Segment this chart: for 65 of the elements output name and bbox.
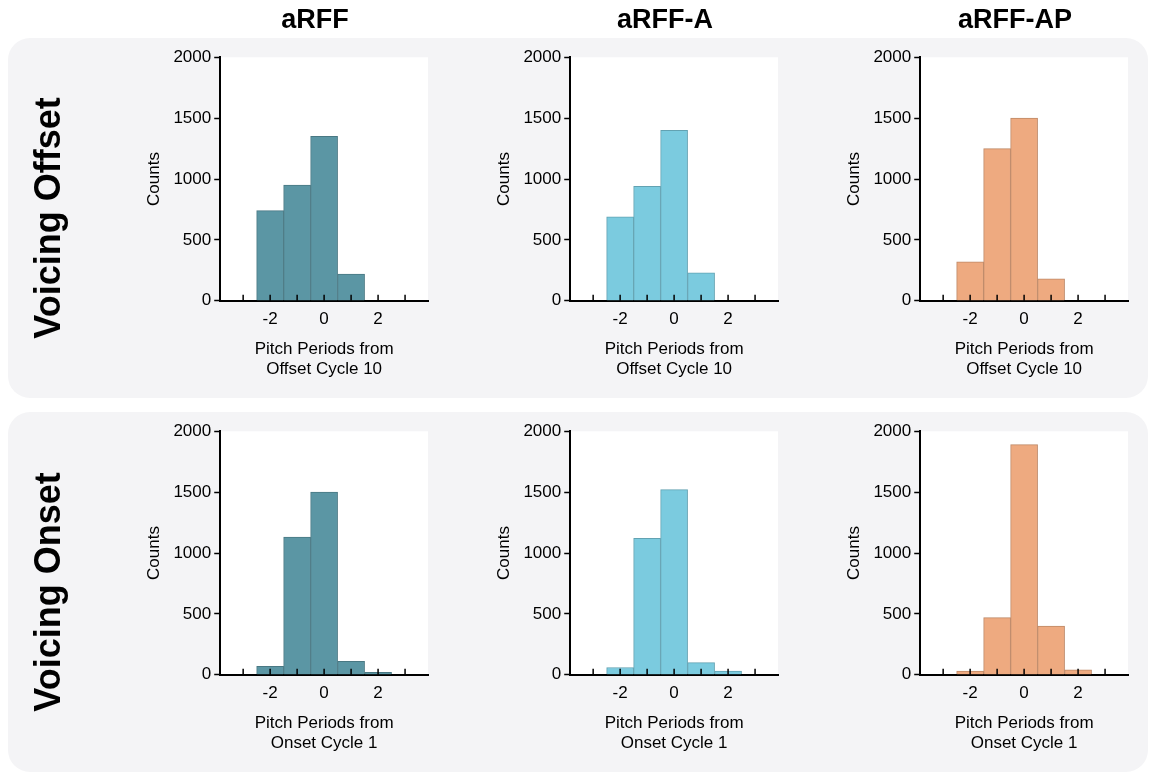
x-tick-label: 0 (319, 682, 329, 702)
y-tick-label: 0 (201, 290, 212, 310)
x-axis-title: Pitch Periods from Onset Cycle 1 (254, 713, 394, 753)
y-tick-label: 1000 (523, 168, 562, 188)
y-axis-title: Counts (843, 526, 863, 580)
x-tick-label: -2 (962, 682, 978, 702)
x-axis-title: Pitch Periods from Offset Cycle 10 (954, 339, 1094, 379)
y-tick-label: 0 (901, 290, 912, 310)
y-tick-label: 0 (901, 664, 912, 684)
chart-title: aRFF-A (616, 3, 714, 36)
x-axis-title: Pitch Periods from Offset Cycle 10 (254, 339, 394, 379)
x-axis-title: Pitch Periods from Onset Cycle 1 (604, 713, 744, 753)
x-axis-title: Pitch Periods from Offset Cycle 10 (604, 339, 744, 379)
text: Voicing Onset (27, 472, 68, 712)
x-tick-label: -2 (262, 308, 278, 328)
chart-title: aRFF (280, 3, 350, 36)
x-axis-title: Pitch Periods from Onset Cycle 1 (954, 713, 1094, 753)
y-tick-label: 500 (532, 603, 562, 623)
y-tick-label: 2000 (523, 420, 562, 440)
y-axis-title: Counts (143, 152, 163, 206)
y-tick-label: 2000 (173, 46, 212, 66)
x-tick-label: 0 (1019, 682, 1029, 702)
x-tick-label: -2 (612, 682, 628, 702)
y-tick-label: 1500 (873, 481, 912, 501)
x-tick-label: -2 (962, 308, 978, 328)
x-tick-label: -2 (262, 682, 278, 702)
text: Voicing Offset (27, 97, 69, 339)
y-tick-label: 0 (551, 664, 562, 684)
x-tick-label: 0 (319, 308, 329, 328)
y-tick-label: 1500 (173, 107, 212, 127)
y-tick-label: 1000 (173, 542, 212, 562)
y-tick-label: 1500 (873, 107, 912, 127)
y-tick-label: 500 (882, 229, 912, 249)
x-tick-label: 0 (669, 682, 679, 702)
y-tick-label: 2000 (873, 420, 912, 440)
x-tick-label: 0 (669, 308, 679, 328)
chart-title: aRFF-AP (957, 3, 1073, 36)
y-tick-label: 2000 (873, 46, 912, 66)
y-tick-label: 1000 (873, 168, 912, 188)
y-tick-label: 500 (532, 229, 562, 249)
x-tick-label: 2 (373, 682, 383, 702)
x-tick-label: 2 (373, 308, 383, 328)
x-tick-label: 2 (723, 308, 733, 328)
y-tick-label: 500 (182, 229, 212, 249)
y-tick-label: 2000 (173, 420, 212, 440)
y-tick-label: 500 (882, 603, 912, 623)
x-tick-label: 2 (723, 682, 733, 702)
y-axis-title: Counts (493, 152, 513, 206)
y-tick-label: 500 (182, 603, 212, 623)
y-tick-label: 0 (551, 290, 562, 310)
y-tick-label: 1000 (873, 542, 912, 562)
x-tick-label: 2 (1073, 308, 1083, 328)
y-axis-title: Counts (143, 526, 163, 580)
y-axis-title: Counts (493, 526, 513, 580)
x-tick-label: 2 (1073, 682, 1083, 702)
y-tick-label: 1500 (523, 481, 562, 501)
y-tick-label: 2000 (523, 46, 562, 66)
y-tick-label: 0 (201, 664, 212, 684)
x-tick-label: 0 (1019, 308, 1029, 328)
y-tick-label: 1500 (523, 107, 562, 127)
y-tick-label: 1500 (173, 481, 212, 501)
y-tick-label: 1000 (523, 542, 562, 562)
x-tick-label: -2 (612, 308, 628, 328)
y-axis-title: Counts (843, 152, 863, 206)
y-tick-label: 1000 (173, 168, 212, 188)
